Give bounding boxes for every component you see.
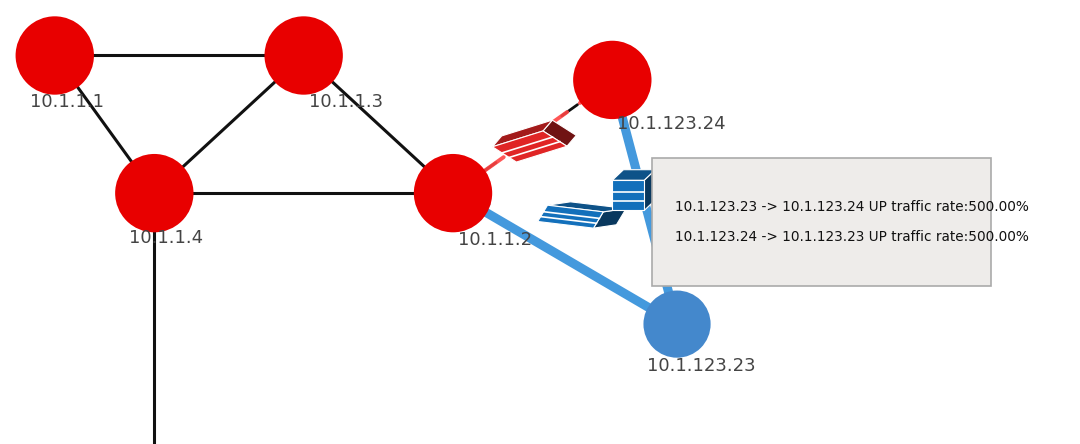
Polygon shape bbox=[492, 131, 567, 162]
Point bbox=[604, 76, 621, 83]
Polygon shape bbox=[492, 120, 552, 147]
Polygon shape bbox=[644, 170, 656, 210]
Point bbox=[295, 52, 312, 59]
Point bbox=[444, 190, 461, 197]
Text: 10.1.1.1: 10.1.1.1 bbox=[30, 93, 104, 111]
Text: 10.1.1.3: 10.1.1.3 bbox=[309, 93, 382, 111]
Polygon shape bbox=[612, 170, 656, 180]
FancyBboxPatch shape bbox=[652, 158, 990, 286]
Text: 10.1.123.23: 10.1.123.23 bbox=[647, 357, 756, 376]
Text: 10.1.123.24: 10.1.123.24 bbox=[618, 115, 726, 134]
Text: 10.1.123.24 -> 10.1.123.23 UP traffic rate:500.00%: 10.1.123.24 -> 10.1.123.23 UP traffic ra… bbox=[675, 230, 1029, 244]
Point bbox=[669, 321, 686, 328]
Text: 10.1.1.2: 10.1.1.2 bbox=[458, 231, 532, 249]
Polygon shape bbox=[538, 205, 604, 228]
Polygon shape bbox=[612, 180, 644, 210]
Point bbox=[46, 52, 64, 59]
Polygon shape bbox=[543, 120, 577, 146]
Text: 10.1.123.23 -> 10.1.123.24 UP traffic rate:500.00%: 10.1.123.23 -> 10.1.123.24 UP traffic ra… bbox=[675, 200, 1029, 214]
Polygon shape bbox=[548, 202, 626, 212]
Polygon shape bbox=[594, 209, 626, 228]
Text: 10.1.1.4: 10.1.1.4 bbox=[130, 229, 203, 247]
Point bbox=[146, 190, 163, 197]
